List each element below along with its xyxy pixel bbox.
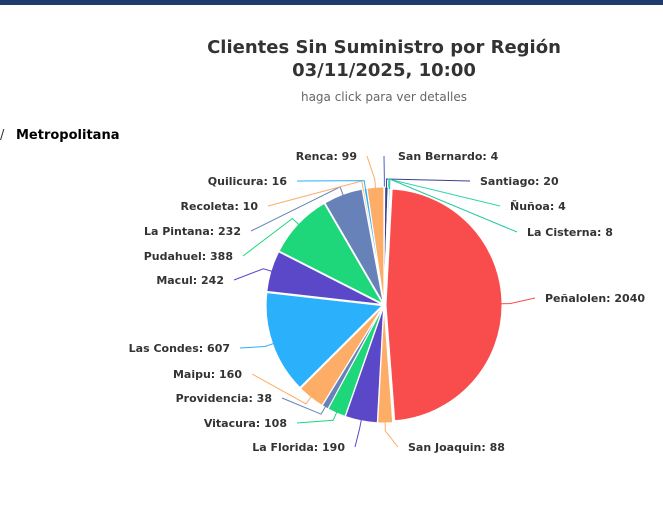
data-label-nunoa: Ñuñoa: 4 (510, 200, 566, 213)
data-label-recoleta: Recoleta: 10 (181, 200, 259, 213)
breadcrumb-separator: / (0, 128, 5, 143)
connector-la-cisterna (388, 178, 518, 233)
connector-san-joaquin (384, 420, 399, 448)
chart-title: Clientes Sin Suministro por Región (207, 37, 561, 58)
connector-pudahuel (242, 217, 301, 257)
data-label-maipu: Maipu: 160 (173, 368, 242, 381)
data-label-la-pintana: La Pintana: 232 (144, 225, 241, 238)
data-label-penalolen: Peñalolen: 2040 (545, 292, 645, 305)
connector-penalolen (499, 297, 536, 305)
data-label-las-condes: Las Condes: 607 (129, 342, 230, 355)
connector-macul (233, 268, 274, 281)
connector-providencia (281, 397, 327, 415)
data-label-santiago: Santiago: 20 (480, 175, 559, 188)
connector-santiago (385, 178, 471, 190)
connector-las-condes (239, 342, 275, 349)
data-label-renca: Renca: 99 (296, 150, 357, 163)
data-label-providencia: Providencia: 38 (176, 392, 272, 405)
connector-la-florida (354, 418, 363, 448)
connector-maipu (251, 373, 313, 405)
chart-title-date: 03/11/2025, 10:00 (292, 60, 476, 81)
data-label-quilicura: Quilicura: 16 (208, 175, 288, 188)
data-label-pudahuel: Pudahuel: 388 (144, 250, 233, 263)
data-label-san-bernardo: San Bernardo: 4 (398, 150, 499, 163)
chart-subtitle: haga click para ver detalles (300, 90, 468, 104)
connector-quilicura (296, 180, 367, 191)
data-label-la-florida: La Florida: 190 (252, 441, 345, 454)
breadcrumb-current-region[interactable]: Metropolitana (16, 128, 120, 143)
pie-slice-penalolen[interactable] (385, 188, 503, 422)
data-label-macul: Macul: 242 (156, 274, 224, 287)
data-label-vitacura: Vitacura: 108 (204, 417, 287, 430)
connector-renca (366, 155, 377, 190)
connector-vitacura (296, 410, 338, 424)
top-accent-bar (0, 0, 663, 5)
data-label-san-joaquin: San Joaquin: 88 (408, 441, 505, 454)
connector-nunoa (387, 178, 501, 207)
data-label-la-cisterna: La Cisterna: 8 (527, 226, 613, 239)
